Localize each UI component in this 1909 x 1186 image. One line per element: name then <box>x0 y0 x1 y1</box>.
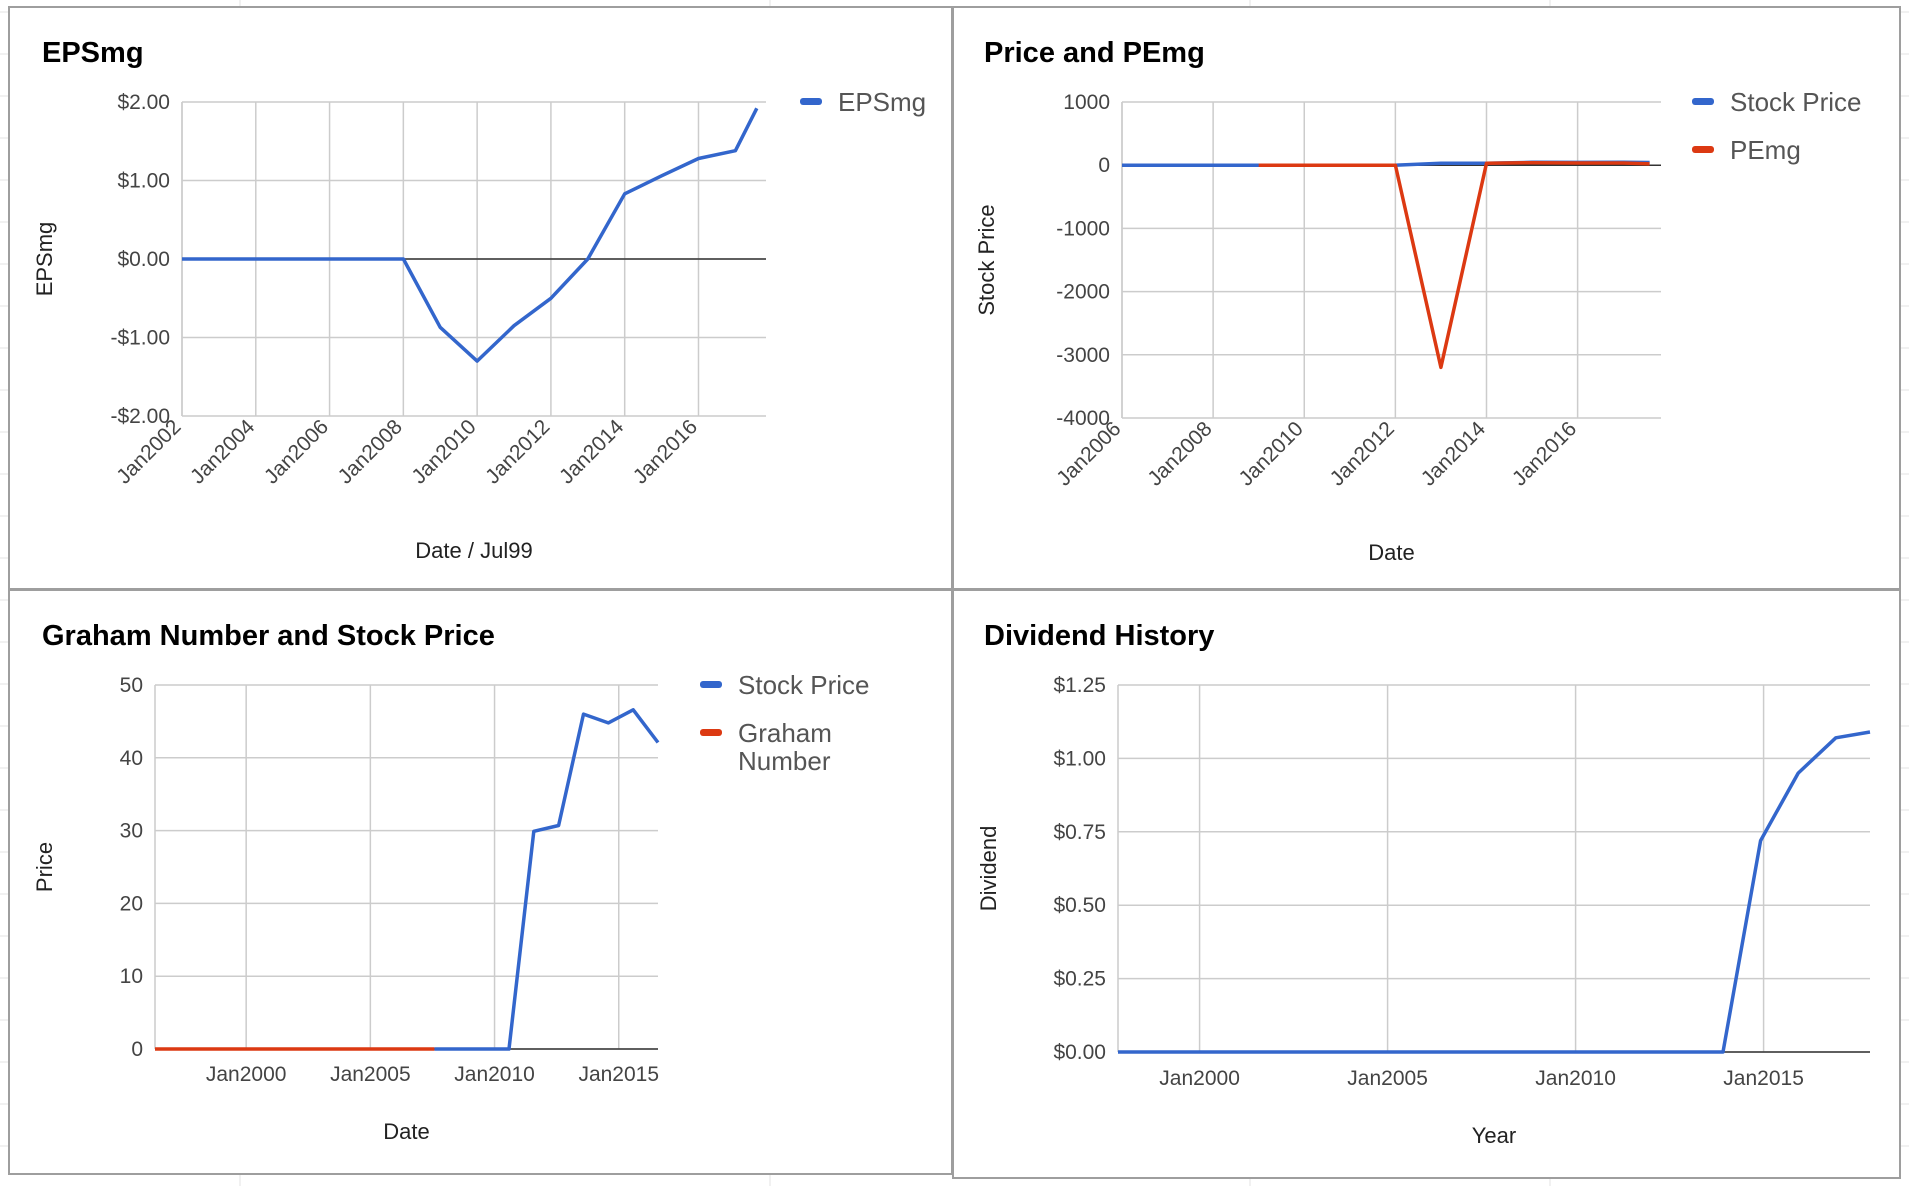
x-axis-title: Date / Jul99 <box>415 538 532 563</box>
price-pemg-chart-svg: Price and PEmg 1000 0 -1000 -2000 -3000 -4000… <box>974 37 1862 565</box>
x-tick-label: Jan2010 <box>1535 1067 1616 1090</box>
y-axis-title: Stock Price <box>974 204 999 315</box>
x-tick-label: Jan2012 <box>481 415 554 488</box>
y-tick-label: 20 <box>120 892 143 915</box>
legend-swatch <box>700 681 722 688</box>
x-tick-label: Jan2016 <box>1508 417 1581 490</box>
x-tick-label: Jan2010 <box>454 1063 535 1086</box>
y-tick-label: $0.00 <box>1053 1041 1106 1064</box>
dividend-chart-svg: Dividend History $1.25 $1.00 $0.75 $0.50 $0.… <box>976 620 1871 1148</box>
y-tick-label: -3000 <box>1056 344 1110 367</box>
y-tick-label: 0 <box>131 1038 143 1061</box>
x-tick-label: Jan2000 <box>1159 1067 1240 1090</box>
legend-label: PEmg <box>1730 135 1801 165</box>
x-tick-label: Jan2006 <box>260 415 333 488</box>
x-tick-label: Jan2014 <box>1417 417 1490 490</box>
y-axis-title: Price <box>32 842 57 892</box>
x-axis-title: Date <box>383 1119 429 1144</box>
y-tick-label: $0.25 <box>1053 968 1106 991</box>
x-tick-label: Jan2015 <box>1723 1067 1804 1090</box>
x-tick-label: Jan2010 <box>1235 417 1308 490</box>
x-tick-label: Jan2010 <box>407 415 480 488</box>
x-tick-label: Jan2000 <box>206 1063 287 1086</box>
y-tick-label: -1000 <box>1056 217 1110 240</box>
y-tick-label: -$2.00 <box>110 405 170 428</box>
legend-swatch <box>800 98 822 105</box>
x-axis-title: Date <box>1368 540 1414 565</box>
y-axis-title: EPSmg <box>32 222 57 297</box>
legend-swatch <box>1692 98 1714 105</box>
y-tick-label: 0 <box>1098 154 1110 177</box>
chart-title: Price and PEmg <box>984 37 1205 69</box>
x-tick-label: Jan2012 <box>1326 417 1399 490</box>
chart-panel-price-and-pemg[interactable]: Price and PEmg 1000 0 -1000 -2000 -3000 -4000… <box>952 6 1901 590</box>
legend-swatch <box>700 729 722 736</box>
legend-label: Graham Number <box>738 718 832 776</box>
x-tick-label: Jan2008 <box>334 415 407 488</box>
y-tick-label: -2000 <box>1056 281 1110 304</box>
series-line <box>1118 730 1871 1054</box>
y-tick-label: $0.75 <box>1053 821 1106 844</box>
legend-label: EPSmg <box>838 87 926 117</box>
x-axis-title: Year <box>1472 1123 1516 1148</box>
series-line <box>434 708 660 1051</box>
y-tick-label: $1.25 <box>1053 674 1106 697</box>
chart-panel-graham-number[interactable]: Graham Number and Stock Price 50 40 30 20 10… <box>8 589 953 1175</box>
epsmg-chart-svg: EPSmg $2.00$1.00$0.00-$1.00-$2.00Jan2002… <box>32 37 926 563</box>
y-tick-label: 1000 <box>1063 91 1110 114</box>
y-tick-label: 30 <box>120 820 143 843</box>
chart-title: Dividend History <box>984 620 1214 652</box>
chart-title: EPSmg <box>42 37 144 69</box>
y-tick-label: 40 <box>120 747 143 770</box>
x-tick-label: Jan2016 <box>629 415 702 488</box>
y-tick-label: $0.00 <box>117 248 170 271</box>
legend-label: Stock Price <box>1730 87 1862 117</box>
x-tick-label: Jan2005 <box>330 1063 411 1086</box>
legend-label: Stock Price <box>738 670 870 700</box>
y-tick-label: 50 <box>120 674 143 697</box>
x-tick-label: Jan2005 <box>1347 1067 1428 1090</box>
y-tick-label: $1.00 <box>117 170 170 193</box>
chart-panel-dividend-history[interactable]: Dividend History $1.25 $1.00 $0.75 $0.50 $0.… <box>952 589 1901 1179</box>
x-tick-label: Jan2015 <box>578 1063 659 1086</box>
y-tick-label: $0.50 <box>1053 894 1106 917</box>
series-line <box>1258 160 1650 370</box>
x-tick-label: Jan2014 <box>555 415 628 488</box>
y-tick-label: -$1.00 <box>110 327 170 350</box>
y-tick-label: -4000 <box>1056 407 1110 430</box>
graham-chart-svg: Graham Number and Stock Price 50 40 30 20 10… <box>32 620 870 1144</box>
chart-panel-epsmg[interactable]: EPSmg $2.00 $1.00 $0.00 -$1.00 -$2.00 Jan2002… <box>8 6 953 590</box>
y-tick-label: $1.00 <box>1053 747 1106 770</box>
chart-title: Graham Number and Stock Price <box>42 620 495 652</box>
y-axis-title: Dividend <box>976 826 1001 912</box>
series-line <box>182 107 759 363</box>
y-tick-label: $2.00 <box>117 91 170 114</box>
y-tick-label: 10 <box>120 965 143 988</box>
x-tick-label: Jan2004 <box>186 415 259 488</box>
legend-swatch <box>1692 146 1714 153</box>
x-tick-label: Jan2008 <box>1143 417 1216 490</box>
